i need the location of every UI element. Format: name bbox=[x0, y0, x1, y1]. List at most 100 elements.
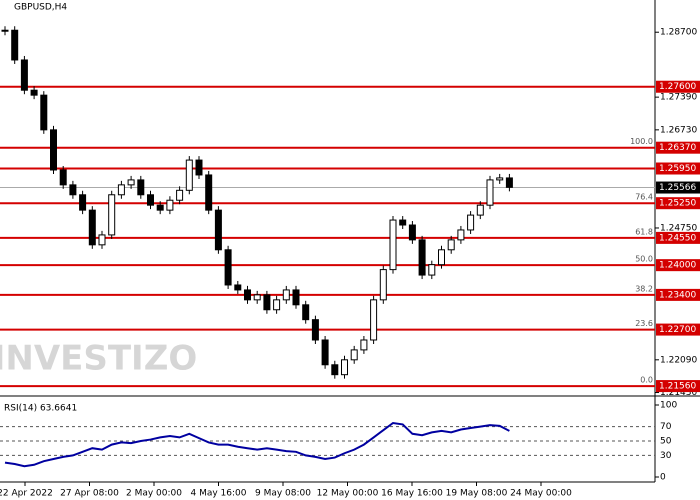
x-tick-label: 2 May 00:00 bbox=[126, 489, 182, 499]
candle bbox=[447, 239, 455, 251]
x-tick-label: 16 May 16:00 bbox=[381, 489, 443, 499]
candle bbox=[379, 269, 387, 301]
current-price-bg bbox=[656, 181, 700, 194]
fib-label: 50.0 bbox=[635, 255, 653, 264]
rsi-tick-label: 100 bbox=[660, 401, 677, 411]
level-label-bg bbox=[656, 288, 700, 301]
candle bbox=[127, 179, 135, 186]
level-label: 1.24000 bbox=[659, 261, 696, 271]
chart-title: GBPUSD,H4 bbox=[14, 3, 67, 13]
candle bbox=[156, 204, 164, 211]
candle bbox=[428, 264, 436, 276]
rsi-title: RSI(14) 63.6641 bbox=[4, 404, 77, 414]
candle bbox=[282, 289, 290, 301]
candle bbox=[350, 349, 358, 361]
candle bbox=[147, 194, 154, 206]
level-label-bg bbox=[656, 259, 700, 272]
candle bbox=[311, 319, 319, 341]
rsi-tick-label: 30 bbox=[660, 451, 672, 461]
level-label: 1.27600 bbox=[659, 82, 696, 92]
candle bbox=[1, 29, 9, 32]
candle bbox=[88, 209, 96, 246]
candle bbox=[234, 284, 242, 291]
x-tick-label: 22 Apr 2022 bbox=[0, 489, 53, 499]
level-label-bg bbox=[656, 141, 700, 154]
x-tick-label: 24 May 00:00 bbox=[510, 489, 572, 499]
level-label-bg bbox=[656, 231, 700, 244]
candle bbox=[98, 234, 106, 246]
level-label-bg bbox=[656, 162, 700, 175]
candle bbox=[476, 204, 484, 216]
candle bbox=[389, 219, 397, 271]
candle bbox=[321, 339, 329, 366]
candle bbox=[176, 189, 184, 201]
candle bbox=[117, 184, 125, 196]
x-tick-label: 27 Apr 08:00 bbox=[60, 489, 119, 499]
current-price-label: 1.25566 bbox=[659, 183, 696, 193]
candle bbox=[486, 179, 494, 206]
candle bbox=[59, 169, 67, 186]
candle bbox=[360, 339, 368, 351]
candle bbox=[11, 29, 19, 61]
candle bbox=[467, 214, 475, 231]
candle bbox=[137, 179, 145, 196]
candle bbox=[205, 174, 213, 211]
rsi-tick-label: 50 bbox=[660, 437, 672, 447]
candle bbox=[108, 194, 116, 236]
y-tick-label: 1.24750 bbox=[660, 223, 697, 233]
level-label: 1.25950 bbox=[659, 164, 696, 174]
candle bbox=[224, 249, 232, 286]
x-tick-label: 9 May 08:00 bbox=[255, 489, 311, 499]
fib-label: 100.0 bbox=[630, 137, 653, 146]
candle bbox=[30, 89, 38, 96]
level-label: 1.21560 bbox=[659, 382, 696, 392]
candle bbox=[302, 304, 310, 321]
candle bbox=[50, 129, 57, 171]
candle bbox=[185, 159, 193, 191]
candle bbox=[166, 199, 174, 211]
fib-label: 23.6 bbox=[635, 319, 653, 328]
level-label-bg bbox=[656, 80, 700, 93]
level-label-bg bbox=[656, 380, 700, 393]
x-tick-label: 4 May 16:00 bbox=[191, 489, 247, 499]
candle bbox=[273, 299, 281, 311]
rsi-tick-label: 70 bbox=[660, 422, 672, 432]
y-tick-label: 1.22090 bbox=[660, 355, 697, 365]
candle bbox=[69, 184, 77, 196]
rsi-line bbox=[4, 421, 510, 468]
level-label-bg bbox=[656, 323, 700, 336]
candle bbox=[408, 224, 416, 241]
level-label: 1.25250 bbox=[659, 199, 696, 209]
candle bbox=[438, 249, 445, 266]
candle bbox=[292, 289, 300, 306]
y-tick-label: 1.28700 bbox=[660, 28, 697, 38]
x-tick-label: 19 May 08:00 bbox=[446, 489, 508, 499]
fib-label: 76.4 bbox=[635, 193, 653, 202]
candle bbox=[341, 359, 348, 376]
rsi-tick-label: 0 bbox=[660, 473, 666, 483]
level-label: 1.26370 bbox=[659, 143, 696, 153]
candle bbox=[496, 177, 504, 181]
candle bbox=[40, 94, 48, 131]
level-label-bg bbox=[656, 197, 700, 210]
candle bbox=[505, 177, 513, 188]
y-tick-label: 1.21430 bbox=[660, 388, 697, 398]
candle bbox=[399, 219, 407, 226]
candle bbox=[79, 194, 87, 211]
candle bbox=[195, 159, 203, 176]
y-tick-label: 1.26730 bbox=[660, 125, 697, 135]
watermark: INVESTIZO bbox=[0, 339, 197, 379]
level-label: 1.23400 bbox=[659, 290, 696, 300]
candle bbox=[214, 209, 222, 251]
fib-label: 61.8 bbox=[635, 227, 653, 236]
level-label: 1.24550 bbox=[659, 233, 696, 243]
candle bbox=[370, 299, 378, 341]
level-label: 1.22700 bbox=[659, 325, 696, 335]
candle bbox=[418, 239, 426, 276]
x-tick-label: 12 May 00:00 bbox=[317, 489, 379, 499]
fib-label: 0.0 bbox=[640, 376, 653, 385]
candle bbox=[331, 364, 339, 376]
y-tick-label: 1.27390 bbox=[660, 93, 697, 103]
